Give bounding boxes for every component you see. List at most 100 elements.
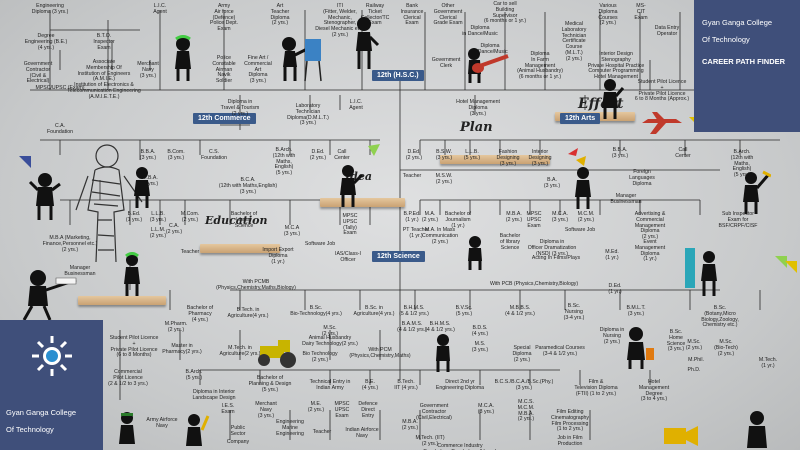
script-education: Education (205, 214, 268, 227)
brand-college-line2: Of Technology (702, 35, 750, 44)
career-node: B.V.Sc. (5 yrs.) (455, 305, 473, 317)
arrow-icon (568, 148, 586, 166)
career-node: Technical Entry in Indian Army (309, 379, 351, 391)
career-node: B.H.M.S. (4 & 1/2 yrs.) (425, 321, 455, 333)
stick-figure-icon (627, 327, 654, 369)
career-node: D.Ed. (2 yrs.) (309, 149, 327, 161)
career-node: Direct 2nd yr Engineering Diploma (435, 379, 485, 391)
stick-figure-icon (119, 412, 135, 444)
career-node: L.I.C. Agent (153, 3, 167, 15)
career-node: Railway Ticket Collector/TC Exam (360, 3, 390, 27)
career-node: B.E. (4 yrs.) (361, 379, 379, 391)
career-node: B.Sc. Home Science (3 yrs.) (666, 329, 686, 353)
career-node: B.Arch. (12th with Maths, English) (5 yr… (730, 149, 754, 179)
stick-figure-icon (175, 35, 191, 81)
career-node: Interior Designing (3 yrs.) (528, 149, 552, 167)
career-node: Call Center (334, 149, 350, 161)
brand-title: CAREER PATH FINDER (702, 57, 786, 66)
career-node: B.Sc. Bio-Technology(4 yrs.) (290, 305, 342, 317)
career-node: M.A. (2 yrs.) (421, 211, 439, 223)
career-node: Other Government Clerical Grade Exam (433, 3, 463, 27)
career-node: Hotel Management Diploma (3 yrs.) (456, 99, 500, 117)
career-node: Bio Technology (2 yrs.) (302, 351, 338, 363)
career-node: Public Sector (230, 425, 246, 437)
career-node: Event Management Diploma (1 yr.) (634, 239, 666, 263)
career-node: D.Ed. (1 yr.) (608, 283, 622, 295)
career-node: Master in Pharmacy(2 yrs.) (162, 343, 202, 355)
career-node: Merchant Navy (3 yrs.) (137, 61, 159, 79)
idea-bulb-icon (368, 144, 380, 156)
career-node: B.Tech. IIT (4 yrs.) (394, 379, 418, 391)
career-node: B.D.S. (4 yrs.) (471, 325, 489, 337)
career-node: M.B.A. (2 yrs.) (505, 211, 523, 223)
career-node: Film & Television Diploma (FTII) (1 to 2… (574, 379, 618, 397)
career-node: Laboratory Technician Diploma(D.M.L.T.) … (287, 103, 329, 127)
painter-figure-icon (282, 37, 322, 82)
career-node: M.S. (3 yrs.) (471, 341, 489, 353)
career-node: C.S. Foundation (201, 149, 227, 161)
career-node: M.B.A. (2 yrs.) (401, 419, 419, 431)
career-node: M.C.A. (3 yrs.) (551, 211, 569, 223)
stream-arts: 12th Arts (560, 113, 601, 124)
career-node: Teacher (312, 429, 332, 435)
brand-panel-bottom: Gyan Ganga College Of Technology (0, 320, 103, 450)
career-node: Paramedical Courses (3-4 & 1/2 yrs.) (535, 345, 585, 357)
career-node: Various Diploma Courses (2 yrs.) (598, 3, 618, 27)
career-node: M.C.A. (3 yrs.) (477, 403, 495, 415)
career-node: B.B.A. (3 yrs.) (611, 147, 629, 159)
career-node: Student Pilot Licence + Private Pilot Li… (109, 335, 159, 359)
career-node: Diploma in Officer Dramatization (NSD) (… (527, 239, 577, 257)
stick-figure-icon (575, 167, 591, 209)
career-node: Teacher (402, 173, 422, 179)
stream-science: 12th Science (372, 251, 425, 262)
career-node: B.A.M.S. (4 & 1/2 yrs.) (397, 321, 427, 333)
career-node: Merchant Navy (3 yrs.) (255, 401, 277, 419)
career-node: Bank Insurance Clerical Exam (400, 3, 424, 27)
career-node: M.Com. (2 yrs.) (180, 211, 200, 223)
career-node: M.E. (2 yrs.) (307, 401, 325, 413)
arrow-icon (19, 156, 31, 168)
career-node: M.C.M. (2 yrs.) (577, 211, 595, 223)
stick-figure-icon (28, 173, 61, 220)
career-node: With PCM (Physics,Chemistry,Maths) (349, 347, 411, 359)
airplane-icon (642, 112, 682, 134)
career-node: C.A. (2 yrs.) (165, 223, 183, 235)
career-node: Import Export Diploma (1 yr.) (262, 247, 294, 265)
career-node: L.L.B. (5 yrs.) (463, 149, 481, 161)
career-node: Commercial Pilot Licence (2 & 1/2 to 3 y… (108, 369, 148, 387)
career-node: M.Sc. (Bio-Tech) (2 yrs.) (714, 339, 738, 357)
stick-figure-icon (356, 17, 380, 69)
career-node: B.Sc. Nursing (3-4 yrs.) (563, 303, 585, 321)
career-node: With PCMB (Physics,Chemistry,Maths,Biolo… (216, 279, 296, 291)
career-node: Manager Businessman (64, 265, 96, 277)
career-node: Advertising & Commercial Management Dipl… (634, 211, 666, 241)
career-node: Bachelor of Pharmacy (4 yrs.) (186, 305, 214, 323)
career-node: Teacher (180, 249, 200, 255)
career-node: Special Diploma (2 yrs.) (512, 345, 532, 363)
career-node: M.Phil. (688, 357, 704, 363)
career-node: Bachelor of library Science (499, 233, 521, 251)
career-node: Government Contractor (Civil,Electrical) (416, 403, 452, 421)
career-node: M.S.W. (2 yrs.) (435, 173, 453, 185)
career-node: Acting In Films/Plays (531, 255, 581, 261)
stick-figure-icon (436, 334, 450, 372)
career-node: Indian Airforce Navy (345, 427, 379, 439)
career-node: Art Teacher Diploma (2 yrs.) (270, 3, 290, 27)
career-node: M.Pharm. (2 yrs.) (164, 321, 188, 333)
career-node: Student Pilot Licence + Private Pilot Li… (634, 79, 690, 103)
career-node: Army Airforce Navy (146, 417, 178, 429)
script-plan: Plan (460, 120, 493, 135)
career-node: MS- CIT Exam (634, 3, 648, 21)
career-node: Government Contractor (Civil & Electrica… (23, 61, 53, 85)
career-node: Bachelor of Journalism (1 yr.) (444, 211, 472, 229)
career-node: Hotel Management Degree (3 to 4 yrs.) (638, 379, 670, 403)
career-node: L.L.M. (2 yrs.) (149, 227, 167, 239)
wooden-shelf (78, 296, 166, 305)
career-node: B.Com. (3 yrs.) (167, 149, 185, 161)
stick-figure-icon (134, 167, 150, 208)
career-node: M.Sc. (2 yrs.) (685, 339, 703, 351)
career-node: MPSC UPSC (Tally) Exam (342, 213, 358, 237)
career-node: With PCB (Physics,Chemistry,Biology) (489, 281, 579, 287)
career-node: Associate Membership Of Institution of E… (67, 59, 141, 100)
career-node: Ph.D. (687, 367, 701, 373)
